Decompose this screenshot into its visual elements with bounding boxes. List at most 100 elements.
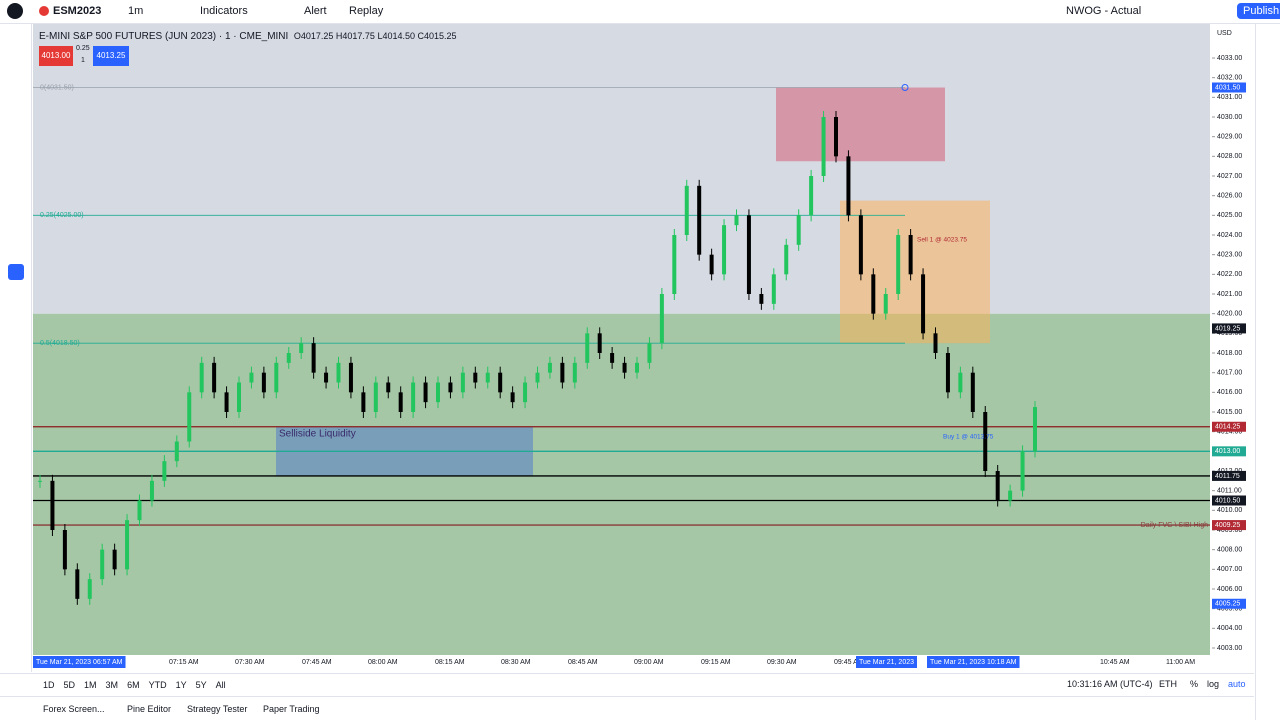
panel-tab[interactable]: Paper Trading <box>263 704 320 714</box>
candle-body <box>846 156 851 216</box>
candle-body <box>286 353 291 363</box>
magnet-tool[interactable] <box>8 264 24 280</box>
y-tick-label: 4004.00 <box>1217 625 1242 632</box>
session[interactable]: ETH <box>1159 679 1177 689</box>
y-tick-label: 4010.00 <box>1217 507 1242 514</box>
candle-body <box>386 382 391 393</box>
fvg-label: Daily FVG \ SIBI High <box>1141 522 1208 529</box>
candle-body <box>746 215 751 294</box>
price-label-bg <box>1212 495 1246 506</box>
candle-body <box>585 333 590 363</box>
y-tick-label: 4009.00 <box>1217 527 1242 534</box>
price-label: 4014.25 <box>1215 424 1240 431</box>
timeframe[interactable]: 1M <box>84 680 97 690</box>
y-tick-label: 4030.00 <box>1217 114 1242 121</box>
panel-tab[interactable]: Strategy Tester <box>187 704 248 714</box>
candle-body <box>436 382 440 403</box>
auto-toggle[interactable]: auto <box>1228 679 1246 689</box>
publish[interactable]: Publish <box>1237 3 1280 19</box>
layout-name[interactable]: NWOG - Actual <box>1066 5 1142 17</box>
price-label: 4009.25 <box>1215 522 1240 529</box>
zone <box>776 87 945 162</box>
candle-body <box>473 372 478 383</box>
anchor <box>901 84 909 91</box>
y-tick-label: 4021.00 <box>1217 291 1242 298</box>
candle-body <box>261 372 266 393</box>
timeframe[interactable]: All <box>215 680 226 690</box>
candle-body <box>224 392 229 412</box>
candle-body <box>1020 451 1025 491</box>
candle-body <box>821 117 826 176</box>
candle-body <box>187 392 192 442</box>
candle-body <box>100 549 105 580</box>
sell-button[interactable]: 4013.00 <box>39 46 73 66</box>
x-tick-label: 09:45 AM <box>834 659 864 666</box>
timeframe[interactable]: 1Y <box>175 680 187 690</box>
x-tick-label: 10:45 AM <box>1100 659 1130 666</box>
candle-body <box>249 372 254 383</box>
candle-body <box>299 343 304 353</box>
premium-zone <box>33 24 1210 314</box>
timeframe[interactable]: 1D <box>43 680 55 690</box>
price-label-bg <box>1212 598 1246 609</box>
candle-body <box>672 235 677 294</box>
logo[interactable] <box>7 3 23 19</box>
y-tick-label: 4016.00 <box>1217 389 1242 396</box>
candle-body <box>883 294 888 314</box>
replay[interactable]: Replay <box>349 5 384 17</box>
timeframe[interactable]: 3M <box>105 680 119 690</box>
x-tick-label: Tue Mar 21, 2023 <box>859 659 914 666</box>
candle-body <box>983 412 988 471</box>
candle-body <box>448 382 453 393</box>
candle-body <box>237 382 241 412</box>
y-tick-label: 4025.00 <box>1217 212 1242 219</box>
symbol[interactable]: ESM2023 <box>53 5 102 17</box>
interval[interactable]: 1m <box>128 5 144 17</box>
candle-body <box>610 353 615 363</box>
candle-body <box>547 362 552 373</box>
x-tick-label: 08:30 AM <box>501 659 531 666</box>
x-tick-label: 08:45 AM <box>568 659 598 666</box>
timeframe[interactable]: YTD <box>148 680 167 690</box>
right-sidebar <box>1255 24 1280 720</box>
candle-body <box>635 362 639 373</box>
candle-body <box>348 362 353 393</box>
panel-tab[interactable]: Pine Editor <box>127 704 172 714</box>
candle-body <box>759 294 764 304</box>
candle-body <box>597 333 602 353</box>
candle-body <box>485 372 490 383</box>
price-label: 4011.75 <box>1215 473 1240 480</box>
alert[interactable]: Alert <box>304 5 327 17</box>
panel-tab[interactable]: Forex Screen... <box>43 704 105 714</box>
log-toggle[interactable]: log <box>1207 679 1220 689</box>
x-tick-label: 08:00 AM <box>368 659 398 666</box>
legend-title: E-MINI S&P 500 FUTURES (JUN 2023) · 1 · … <box>39 31 289 42</box>
legend: E-MINI S&P 500 FUTURES (JUN 2023) · 1 · … <box>39 31 457 42</box>
timeframe[interactable]: 6M <box>127 680 140 690</box>
timeframe[interactable]: 5Y <box>195 680 207 690</box>
x-tick-label: 07:30 AM <box>235 659 265 666</box>
candle-body <box>174 441 179 462</box>
candle-body <box>162 461 167 481</box>
order-label: Buy 1 @ 4013.75 <box>943 433 994 440</box>
candle-body <box>510 392 515 403</box>
y-tick-label: 4020.00 <box>1217 311 1242 318</box>
y-tick-label: 4027.00 <box>1217 173 1242 180</box>
candle-body <box>398 392 403 412</box>
timeframe[interactable]: 5D <box>63 680 76 690</box>
y-tick-label: 4017.00 <box>1217 370 1242 377</box>
candle-body <box>535 372 540 383</box>
time-highlight <box>856 656 917 668</box>
price-label: 4010.50 <box>1215 497 1240 504</box>
candle-body <box>697 185 702 255</box>
fib-label: 0.25(4025.00) <box>40 212 84 219</box>
price-label: 4019.25 <box>1215 325 1240 332</box>
y-tick-label: 4031.00 <box>1217 94 1242 101</box>
y-tick-label: 4015.00 <box>1217 409 1242 416</box>
y-tick-label: 4032.00 <box>1217 75 1242 82</box>
percent-toggle[interactable]: % <box>1190 679 1199 689</box>
buy-button[interactable]: 4013.25 <box>93 46 129 66</box>
indicators[interactable]: Indicators <box>200 5 248 17</box>
quantity[interactable]: 1 <box>81 57 85 64</box>
y-tick-label: 4029.00 <box>1217 134 1242 141</box>
